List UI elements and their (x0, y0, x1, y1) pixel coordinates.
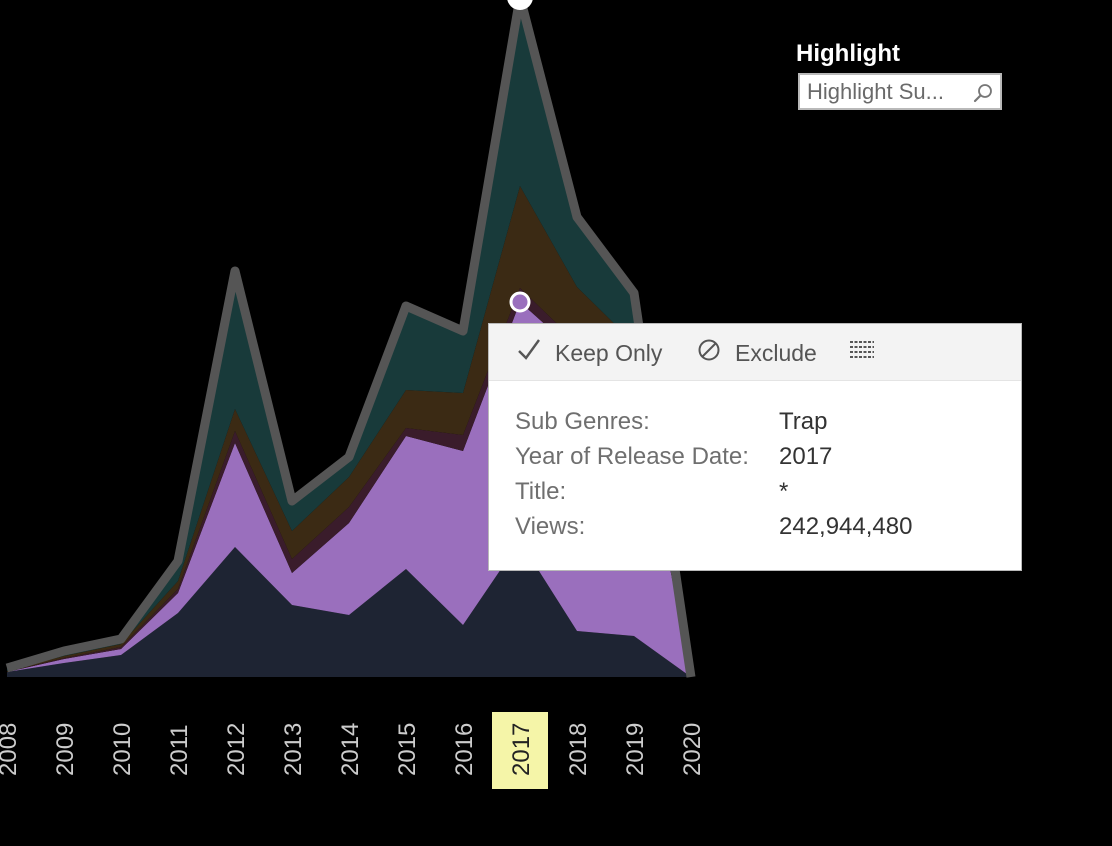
tooltip-row-year: Year of Release Date: 2017 (515, 443, 1011, 478)
x-tick-label[interactable]: 2009 (52, 723, 79, 776)
tooltip-label: Views: (515, 513, 586, 540)
x-tick-label[interactable]: 2011 (166, 724, 193, 776)
highlight-search-box[interactable] (798, 73, 1002, 110)
exclude-label: Exclude (735, 339, 817, 366)
tooltip: Keep Only Exclude Sub G (488, 323, 1022, 571)
tooltip-value: * (779, 478, 789, 505)
trap-top-marker[interactable] (509, 291, 531, 313)
tooltip-label: Title: (515, 478, 567, 505)
keep-only-label: Keep Only (555, 339, 663, 366)
x-tick-label[interactable]: 2013 (280, 723, 307, 776)
tooltip-value: 2017 (779, 443, 833, 470)
exclude-button[interactable]: Exclude (697, 338, 817, 368)
x-tick-label[interactable]: 2018 (565, 723, 592, 776)
checkmark-icon (517, 338, 541, 368)
selected-year-highlight (492, 712, 548, 789)
tooltip-row-title: Title: * (515, 478, 1011, 513)
total-outline (5, 0, 696, 678)
view-data-icon (849, 339, 875, 367)
x-tick-label[interactable]: 2020 (679, 723, 706, 776)
total-marker[interactable] (507, 0, 533, 10)
keep-only-button[interactable]: Keep Only (517, 338, 662, 368)
tooltip-body: Sub Genres: Trap Year of Release Date: 2… (515, 408, 1011, 548)
tooltip-toolbar: Keep Only Exclude (489, 324, 1021, 381)
x-tick-label[interactable]: 2008 (0, 723, 22, 776)
tooltip-label: Year of Release Date: (515, 443, 749, 470)
tooltip-label: Sub Genres: (515, 408, 650, 435)
view-data-button[interactable] (849, 338, 889, 368)
x-axis-ticks: 2008 2009 2010 2011 2012 2013 2014 2015 2016 2017… (0, 723, 706, 776)
x-tick-label[interactable]: 2017 (508, 723, 535, 776)
search-icon[interactable] (972, 82, 994, 104)
highlight-title: Highlight (796, 40, 900, 67)
exclude-icon (697, 338, 721, 368)
x-tick-label[interactable]: 2014 (337, 723, 364, 776)
area-series-s5[interactable] (7, 0, 691, 677)
x-tick-label[interactable]: 2015 (394, 723, 421, 776)
tooltip-value: Trap (779, 408, 828, 435)
area-series-s1[interactable] (7, 541, 691, 677)
tooltip-row-views: Views: 242,944,480 (515, 513, 1011, 548)
x-tick-label[interactable]: 2019 (622, 723, 649, 776)
highlight-search-input[interactable] (800, 75, 967, 108)
x-tick-label[interactable]: 2010 (109, 723, 136, 776)
x-tick-label[interactable]: 2016 (451, 723, 478, 776)
tooltip-value: 242,944,480 (779, 513, 913, 540)
tooltip-row-subgenre: Sub Genres: Trap (515, 408, 1011, 443)
x-tick-label[interactable]: 2012 (223, 723, 250, 776)
